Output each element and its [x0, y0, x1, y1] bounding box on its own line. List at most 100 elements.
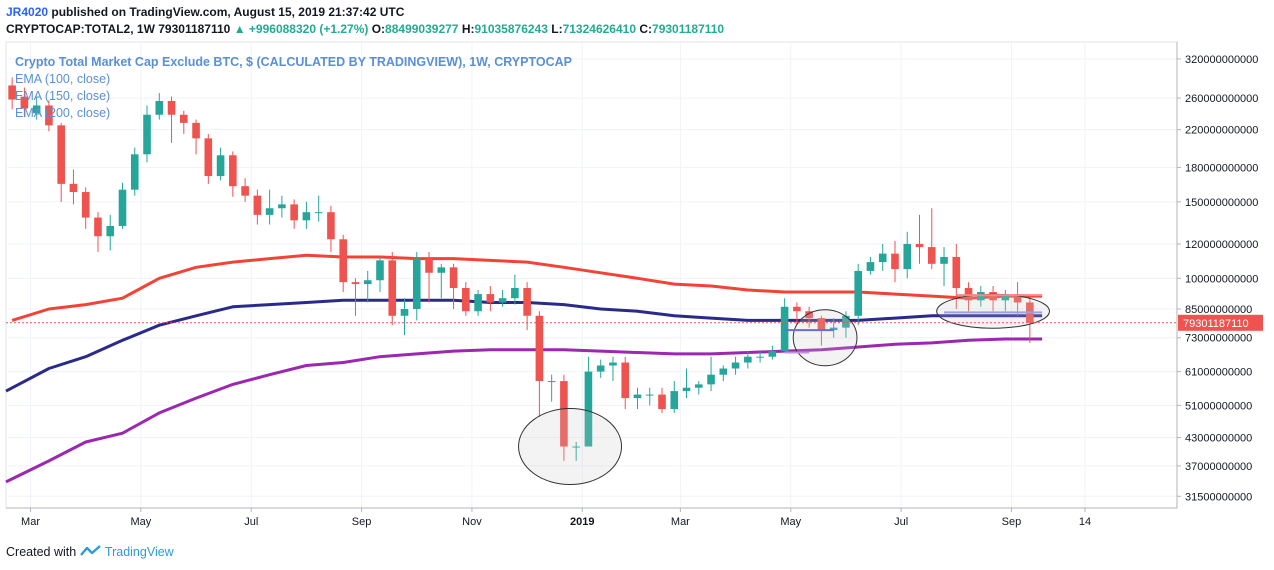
candle-body: [927, 247, 936, 264]
candle-body: [94, 217, 102, 237]
candle-body: [805, 311, 813, 319]
candle-body: [854, 270, 862, 316]
candle-body: [633, 394, 642, 399]
candles: [8, 77, 1034, 461]
tradingview-brand[interactable]: TradingView: [104, 545, 174, 559]
candle-body: [682, 387, 691, 392]
legend-ema-150[interactable]: EMA (150, close): [15, 89, 111, 103]
y-tick-label: 220000000000: [1185, 125, 1258, 137]
ema-line-3: [5, 337, 1043, 484]
annotation-ellipse: [518, 408, 623, 486]
candle-body: [768, 351, 777, 357]
candle-body: [535, 315, 544, 382]
candle-body: [192, 122, 200, 139]
y-tick-label: 260000000000: [1185, 93, 1258, 105]
candle-body: [32, 105, 41, 114]
x-tick-label: Sep: [352, 516, 372, 528]
close-label: C:: [639, 22, 653, 36]
x-tick-label: Nov: [462, 516, 482, 528]
created-with-label: Created with: [6, 545, 77, 559]
candle-body: [915, 243, 924, 248]
price-change: +996088320 (+1.27%): [248, 22, 369, 36]
candle-body: [977, 292, 985, 301]
candle-body: [143, 114, 151, 155]
candle-body: [878, 253, 887, 263]
tradingview-logo-icon: [79, 545, 105, 559]
candle-body: [20, 96, 29, 109]
candle-body: [842, 315, 850, 328]
author-name[interactable]: JR4020: [6, 5, 49, 19]
y-tick-label: 120000000000: [1185, 239, 1258, 251]
candle-body: [903, 243, 912, 270]
y-tick-label: 51000000000: [1185, 400, 1252, 412]
open-value: 88499039277: [385, 22, 459, 36]
candle-body: [253, 195, 262, 215]
candle-body: [707, 374, 715, 385]
candle-body: [449, 267, 458, 289]
symbol-info: CRYPTOCAP:TOTAL2, 1W 79301187110 ▲ +9960…: [6, 22, 724, 36]
candle-body: [498, 298, 507, 303]
y-tick-label: 100000000000: [1185, 273, 1258, 285]
candle-body: [645, 394, 654, 396]
candle-body: [290, 204, 298, 221]
candle-body: [989, 292, 997, 301]
published-text: published on TradingView.com, August 15,…: [48, 5, 405, 19]
x-tick-label: Mar: [21, 516, 40, 528]
symbol-label: CRYPTOCAP:TOTAL2, 1W: [6, 22, 155, 36]
candle-body: [511, 288, 519, 299]
y-tick-label: 43000000000: [1185, 433, 1252, 445]
high-label: H:: [461, 22, 475, 36]
price-axis: 320000000000 260000000000 220000000000 1800…: [1176, 42, 1263, 508]
open-label: O:: [371, 22, 386, 36]
candle-body: [241, 186, 249, 196]
candle-body: [1013, 294, 1022, 303]
candle-body: [829, 327, 838, 331]
candle-body: [278, 204, 286, 209]
candle-body: [719, 368, 728, 375]
y-tick-label: 61000000000: [1185, 367, 1252, 379]
annotations: [6, 293, 1177, 486]
candle-body: [1001, 294, 1010, 301]
close-value: 79301187110: [652, 22, 725, 36]
candle-body: [167, 101, 176, 115]
legend-title: Crypto Total Market Cap Exclude BTC, $ (…: [15, 55, 572, 69]
y-tick-label: 31500000000: [1185, 491, 1252, 503]
low-label: L:: [551, 22, 563, 36]
legend-ema-100[interactable]: EMA (100, close): [15, 72, 111, 86]
x-tick-label: Jul: [244, 516, 258, 528]
candle-body: [81, 192, 90, 218]
candle-body: [547, 381, 556, 383]
y-tick-label: 37000000000: [1185, 461, 1252, 473]
up-arrow-icon: ▲: [233, 22, 246, 36]
high-value: 91035876243: [474, 22, 548, 36]
candle-body: [69, 183, 78, 193]
candle-body: [756, 356, 764, 358]
candle-body: [388, 260, 397, 316]
candle-body: [425, 258, 433, 273]
candle-body: [302, 212, 311, 221]
candle-body: [952, 256, 961, 289]
candle-body: [731, 362, 740, 369]
candle-body: [744, 356, 752, 363]
candle-body: [327, 212, 335, 240]
candle-body: [793, 306, 801, 312]
candle-body: [780, 306, 789, 352]
legend-ema-200[interactable]: EMA (200, close): [15, 106, 111, 120]
candle-body: [621, 362, 630, 399]
candle-body: [130, 154, 139, 190]
candle-body: [339, 239, 348, 283]
candle-body: [412, 258, 421, 309]
ema-line-1: [11, 253, 1043, 322]
candle-body: [694, 384, 703, 388]
x-tick-label: Mar: [671, 516, 690, 528]
chart-legend: Crypto Total Market Cap Exclude BTC, $ (…: [15, 54, 572, 122]
candle-body: [486, 294, 495, 303]
candle-body: [523, 288, 531, 316]
y-tick-label: 150000000000: [1185, 197, 1258, 209]
x-tick-label: May: [130, 516, 151, 528]
publish-info: JR4020 published on TradingView.com, Aug…: [6, 5, 404, 19]
y-tick-label: 320000000000: [1185, 54, 1258, 66]
candle-body: [376, 260, 384, 281]
candle-body: [179, 114, 188, 123]
